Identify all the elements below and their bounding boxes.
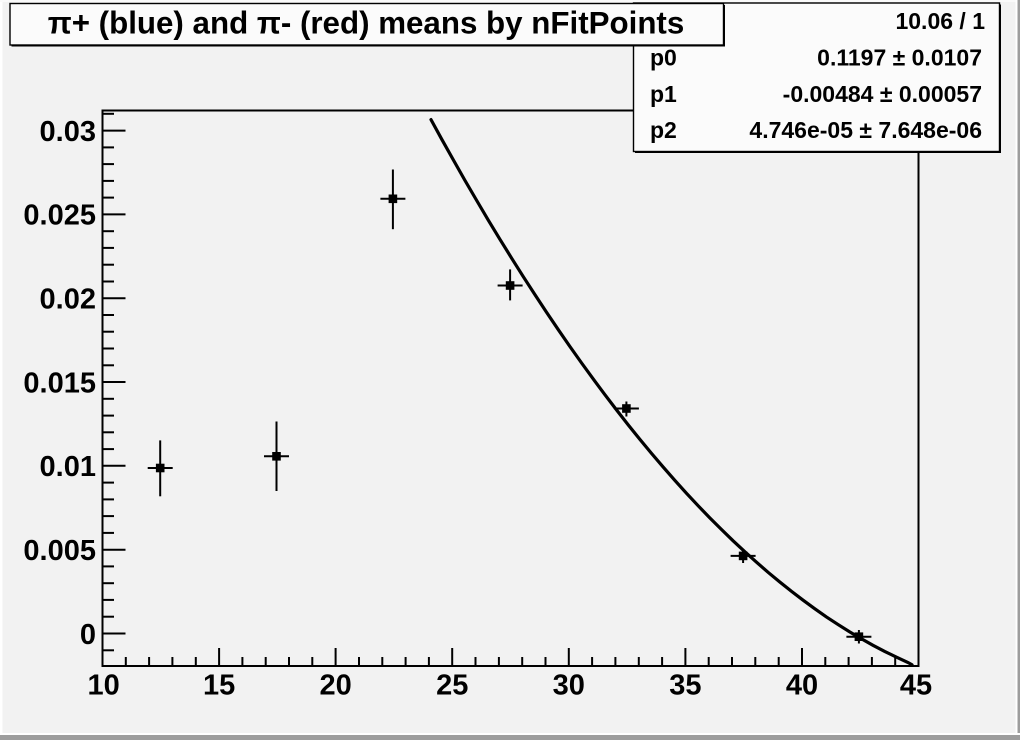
svg-text:0.015: 0.015 bbox=[23, 367, 96, 399]
svg-text:4.746e-05 ± 7.648e-06: 4.746e-05 ± 7.648e-06 bbox=[749, 117, 982, 143]
svg-text:π+ (blue) and π- (red) means b: π+ (blue) and π- (red) means by nFitPoin… bbox=[48, 6, 685, 41]
svg-text:10.06 / 1: 10.06 / 1 bbox=[895, 8, 985, 34]
svg-text:0.02: 0.02 bbox=[40, 284, 96, 316]
svg-text:0.005: 0.005 bbox=[23, 535, 96, 567]
svg-text:45: 45 bbox=[900, 670, 932, 702]
svg-text:20: 20 bbox=[319, 670, 351, 702]
svg-text:10: 10 bbox=[87, 670, 119, 702]
svg-text:15: 15 bbox=[203, 670, 235, 702]
svg-text:p1: p1 bbox=[650, 81, 677, 107]
svg-text:30: 30 bbox=[553, 670, 585, 702]
svg-text:p0: p0 bbox=[650, 44, 677, 70]
svg-text:0.1197 ± 0.0107: 0.1197 ± 0.0107 bbox=[817, 44, 982, 70]
svg-text:0.03: 0.03 bbox=[40, 116, 96, 148]
svg-text:0: 0 bbox=[80, 619, 96, 651]
svg-text:0.025: 0.025 bbox=[23, 200, 96, 232]
svg-text:35: 35 bbox=[669, 670, 701, 702]
svg-text:p2: p2 bbox=[650, 117, 677, 143]
svg-text:40: 40 bbox=[786, 670, 818, 702]
svg-text:0.01: 0.01 bbox=[40, 451, 96, 483]
svg-text:25: 25 bbox=[436, 670, 468, 702]
svg-text:-0.00484 ± 0.00057: -0.00484 ± 0.00057 bbox=[783, 81, 982, 107]
